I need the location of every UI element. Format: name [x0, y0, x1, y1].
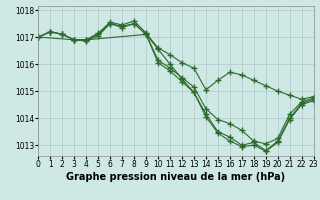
X-axis label: Graphe pression niveau de la mer (hPa): Graphe pression niveau de la mer (hPa)	[67, 172, 285, 182]
